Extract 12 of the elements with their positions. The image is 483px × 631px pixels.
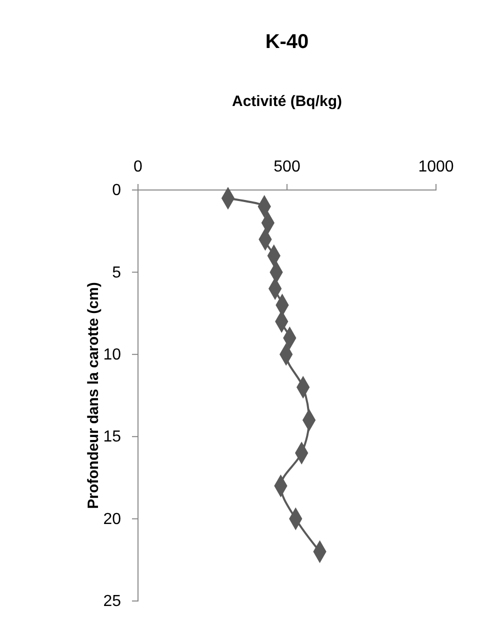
- y-tick-label: 15: [103, 428, 122, 446]
- y-axis-title: Profondeur dans la carotte (cm): [85, 282, 102, 509]
- y-tick-label: 0: [112, 182, 122, 200]
- x-axis-title: Activité (Bq/kg): [232, 93, 342, 110]
- x-tick-label: 500: [274, 158, 300, 176]
- y-tick-label: 10: [103, 346, 122, 364]
- y-tick-label: 25: [103, 593, 122, 610]
- y-tick-label: 20: [103, 510, 122, 528]
- x-tick-label: 0: [134, 158, 143, 176]
- chart-title: K-40: [265, 31, 309, 53]
- y-tick-label: 5: [112, 264, 122, 282]
- x-tick-label: 1000: [418, 158, 454, 176]
